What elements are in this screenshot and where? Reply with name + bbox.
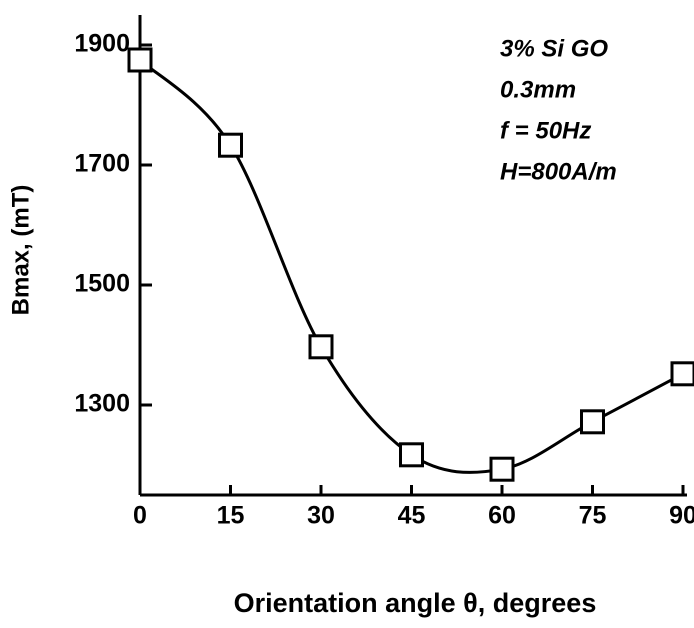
annotation: f = 50Hz <box>500 117 591 144</box>
x-axis-label: Orientation angle θ, degrees <box>234 588 597 618</box>
marker <box>670 361 694 387</box>
x-tick-label: 0 <box>133 502 147 530</box>
marker <box>580 409 605 435</box>
y-tick-label: 1900 <box>74 30 130 58</box>
y-tick-label: 1500 <box>74 270 130 298</box>
y-tick-label: 1300 <box>74 390 130 418</box>
y-axis-label: Bmax, (mT) <box>7 185 34 316</box>
marker <box>127 47 153 73</box>
marker <box>218 132 243 158</box>
y-tick-label: 1700 <box>74 150 130 178</box>
x-tick-label: 15 <box>217 502 245 530</box>
x-tick-label: 90 <box>669 502 694 530</box>
annotation: 0.3mm <box>500 76 576 103</box>
annotation: 3% Si GO <box>500 35 608 62</box>
marker <box>308 334 334 360</box>
x-tick-label: 45 <box>398 502 426 530</box>
marker <box>489 456 515 482</box>
x-tick-label: 60 <box>488 502 516 530</box>
x-tick-label: 30 <box>307 502 335 530</box>
annotation: H=800A/m <box>500 158 617 185</box>
x-tick-label: 75 <box>579 502 607 530</box>
marker <box>399 442 424 468</box>
